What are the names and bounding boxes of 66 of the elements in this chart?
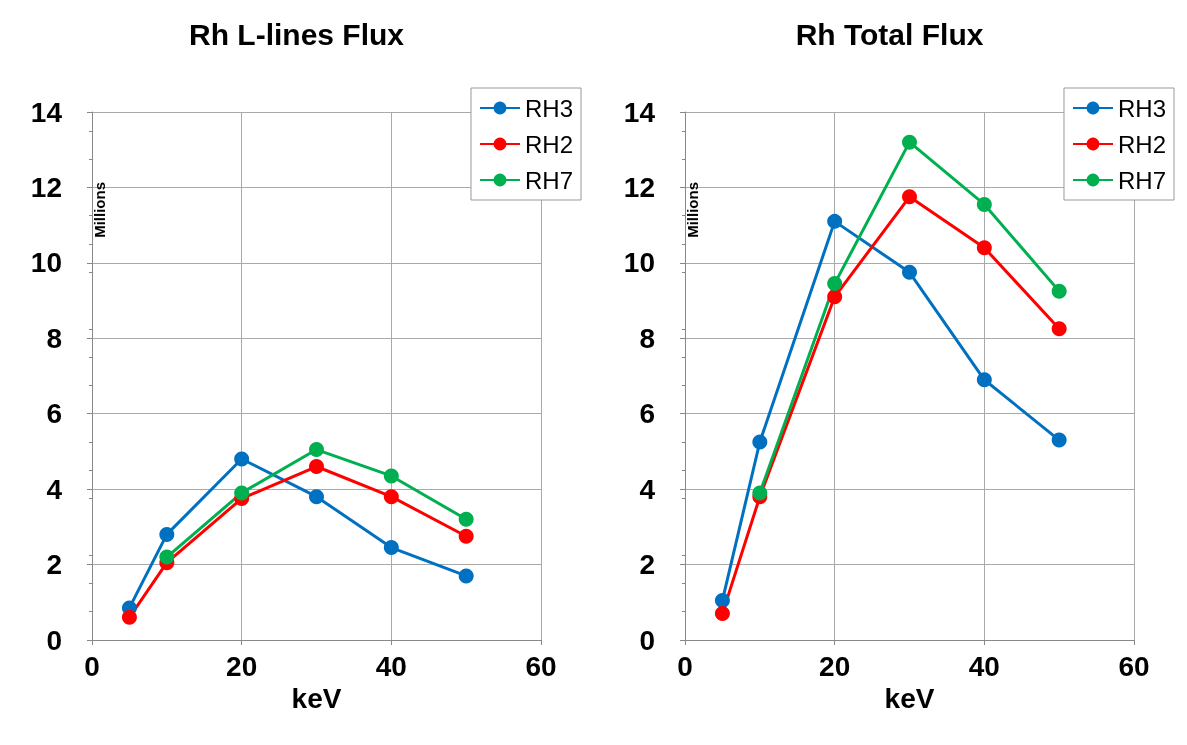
y-tick-label: 6 [639,398,655,430]
legend-label: RH3 [1117,94,1166,122]
point [121,609,137,625]
y-tick-label: 2 [639,549,655,581]
point [902,189,917,205]
point [976,240,992,256]
y-tick-label: 14 [30,96,63,128]
point [1051,283,1067,299]
point [827,213,843,229]
point [714,606,730,622]
legend-label: RH7 [1117,166,1166,194]
x-tick-label: 60 [525,650,557,682]
x-tick-label: 40 [968,650,1000,682]
point [752,434,768,450]
point [976,372,992,388]
point [458,568,474,584]
point [383,540,399,556]
legend-label: RH7 [524,166,573,194]
point [234,451,250,467]
point [309,459,324,475]
point [1051,321,1067,337]
x-tick-label: 20 [819,650,851,682]
point [714,592,730,608]
x-tick-label: 0 [677,650,693,682]
y-axis-title: Millions [91,182,108,238]
y-tick-label: 0 [46,624,62,656]
y-tick-label: 10 [623,247,655,279]
y-tick-label: 8 [46,322,62,354]
point [309,442,324,458]
chart-title: Rh L-lines Flux [188,17,405,51]
y-axis-title: Millions [684,182,701,238]
point [902,264,917,280]
legend-label: RH2 [524,130,573,158]
y-tick-label: 10 [30,247,62,279]
y-tick-label: 0 [639,624,655,656]
x-tick-label: 0 [84,650,100,682]
point [234,485,250,501]
point [827,289,843,305]
legend-label: RH2 [1117,130,1166,158]
y-tick-label: 4 [639,473,656,505]
point [159,549,175,565]
point [976,196,992,212]
x-axis-title: keV [884,683,935,715]
x-tick-label: 40 [375,650,407,682]
point [902,134,917,150]
y-tick-label: 6 [46,398,62,430]
y-tick-label: 12 [623,171,655,203]
y-tick-label: 12 [30,171,62,203]
x-tick-label: 20 [226,650,258,682]
x-tick-label: 60 [1118,650,1150,682]
x-axis-title: keV [291,683,342,715]
point [752,485,768,501]
chart-title: Rh Total Flux [795,17,984,51]
point [383,468,399,484]
y-tick-label: 2 [46,549,62,581]
point [458,511,474,527]
point [309,489,324,505]
y-tick-label: 14 [623,96,656,128]
y-tick-label: 4 [46,473,63,505]
point [827,276,843,292]
point [159,526,175,542]
y-tick-label: 8 [639,322,655,354]
legend-label: RH3 [524,94,573,122]
point [383,489,399,505]
point [1051,432,1067,448]
point [458,528,474,544]
